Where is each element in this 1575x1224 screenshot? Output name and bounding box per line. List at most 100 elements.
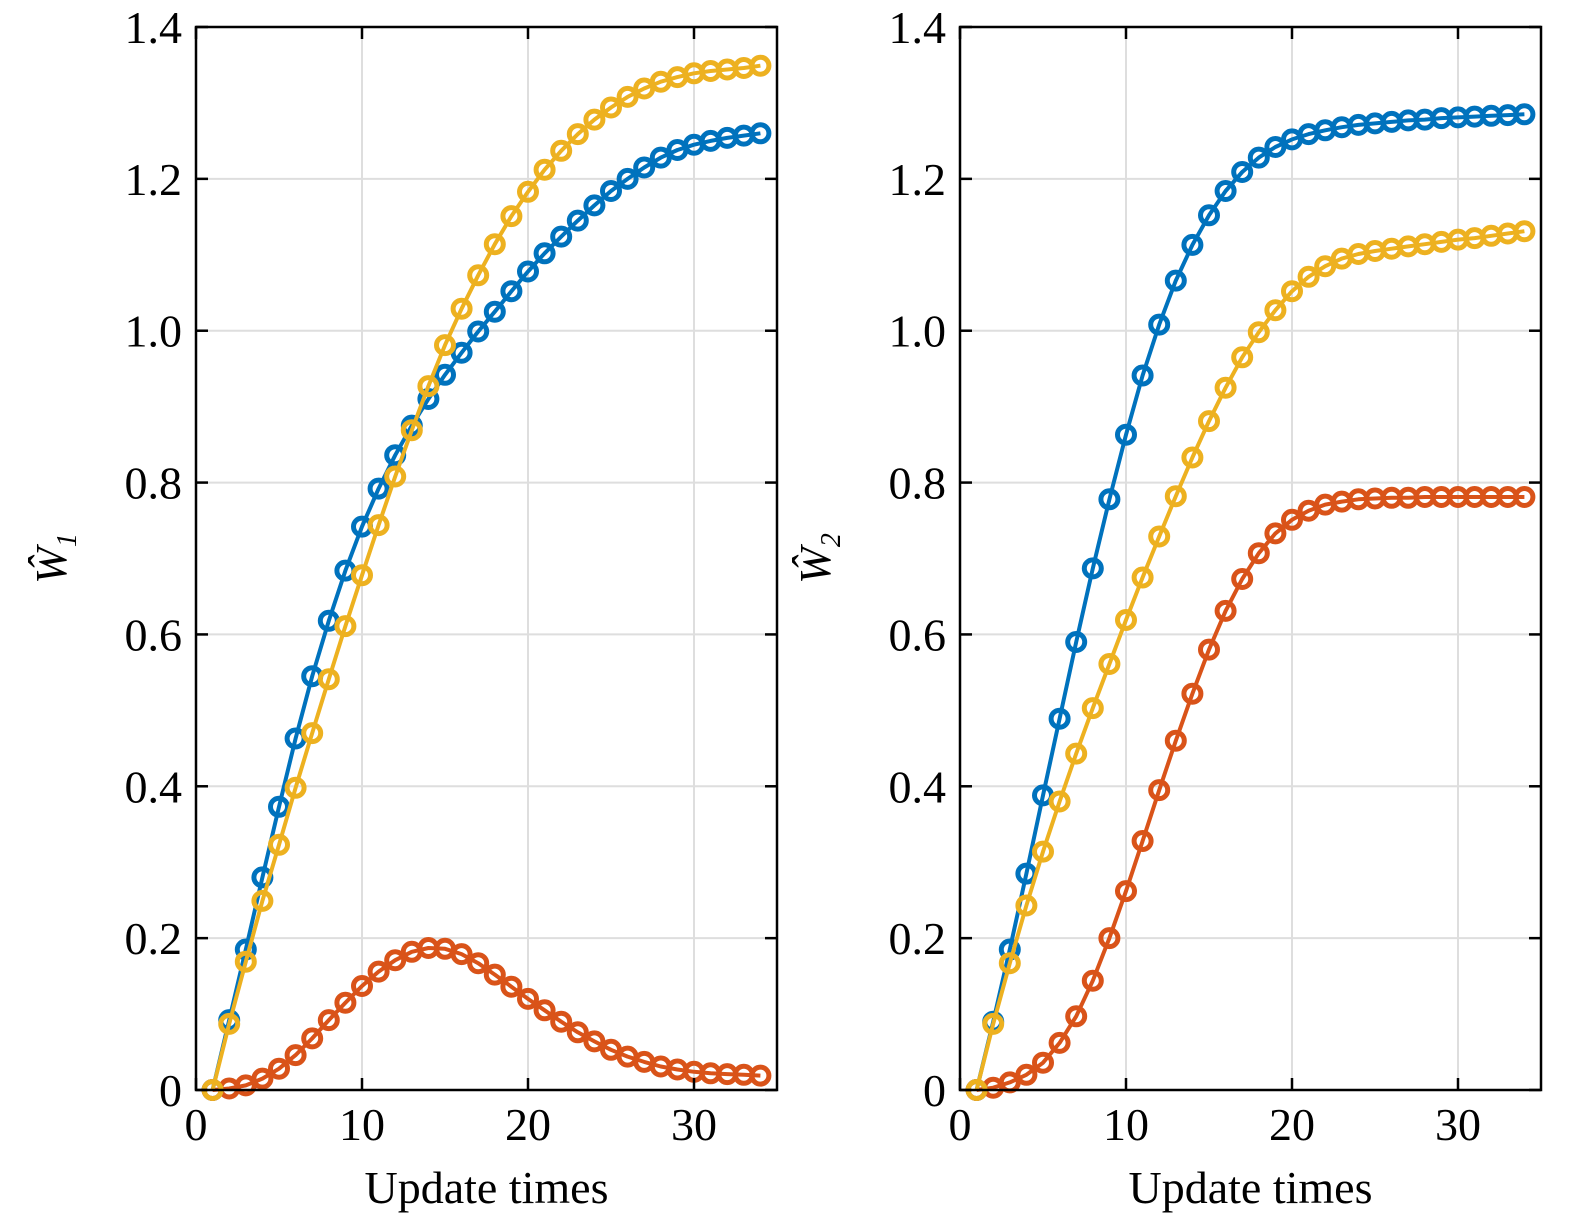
series-2-point [749,1064,772,1087]
series-2-point [1214,599,1237,622]
series-1-point [1247,146,1270,169]
series-2-point [268,1057,290,1080]
series-1-point [434,363,456,386]
series-3-point [550,139,573,162]
x-tick-label: 10 [1103,1099,1149,1150]
y-axis-label-subscript: 1 [52,533,83,547]
series-2-point [1181,682,1204,705]
series-2-point [583,1030,606,1053]
series-2-point [1081,969,1104,992]
series-2-point [1281,508,1303,531]
series-2-point [1048,1031,1071,1054]
series-2-point [450,943,473,966]
series-2-point [284,1044,307,1067]
y-tick-label: 0.2 [889,913,947,964]
series-3-point [1314,255,1337,278]
y-tick-label: 1.0 [889,306,947,357]
y-tick-label: 1.0 [125,306,183,357]
series-1-point [1181,233,1204,256]
y-axis-label: Ŵ1 [27,533,83,584]
series-3-point [566,123,589,146]
series-1-point [1115,423,1137,446]
y-tick-label: 0.4 [889,761,947,812]
series-1-point [1164,269,1187,292]
series-2-point [1164,729,1187,752]
x-tick-label: 0 [185,1099,208,1150]
series-3-point [1513,220,1536,243]
series-3-point [1264,299,1287,322]
axes-box [958,25,1543,1092]
series-3-point [351,564,373,587]
series-3-point [284,776,307,799]
series-3-point [1098,653,1121,675]
series-1-point [550,225,573,248]
series-3-point [450,297,473,320]
left-plot-panel: 0 10 20 30 0 0.2 0.4 0.6 0.8 1.0 1.2 1.4 Update time… [27,2,779,1213]
series-3-point [483,233,506,256]
series-3-point [1148,525,1171,548]
series-3-point [1115,609,1137,631]
series-2-point [533,999,556,1022]
series-2-point [317,1009,340,1032]
series-3-point [268,833,290,856]
series-3-point [417,375,440,398]
series-3-point [1048,790,1071,813]
series-1-point [467,320,490,343]
series-3-point [301,722,324,745]
series-2-point [467,952,490,975]
series-3-point [982,1012,1005,1035]
y-tick-label: 1.4 [125,2,183,53]
series-1-point [566,209,589,232]
series-3-point [1164,485,1187,508]
y-axis-label-subscript: 2 [816,533,847,547]
series-2-point [384,949,407,972]
series-3-point [1065,742,1088,765]
series-3-point [1231,346,1254,369]
series-3-point [533,158,556,181]
series-1-point [1148,313,1171,336]
series-2-point [351,975,373,997]
series-2-point [1148,779,1171,802]
series-2-point [1198,638,1220,661]
y-axis-label-symbol: Ŵ [791,544,840,584]
series-2-point [1513,486,1536,508]
y-axis-label: Ŵ2 [791,533,847,584]
y-axis-label-symbol: Ŵ [27,544,76,584]
series-3-point [500,205,523,228]
series-2-point [517,987,539,1010]
series-2-point [1115,880,1137,903]
series-3-point [1247,321,1270,344]
series-1-point [633,156,656,179]
y-tick-label: 0.4 [125,761,183,812]
series-2-point [301,1027,324,1050]
series-2-point [566,1021,589,1044]
x-axis-label: Update times [1129,1162,1373,1213]
series-1-point [600,180,622,202]
series-3-point [517,180,539,203]
series-3-point [218,1012,241,1035]
series-3-point [749,54,772,77]
y-tick-label: 0 [923,1065,946,1116]
series-2-point [483,963,506,986]
x-tick-label: 10 [339,1099,385,1150]
axes-box [194,25,779,1092]
series-1-point [749,122,772,145]
series-3-point [251,889,274,912]
series-2-point [251,1067,274,1090]
x-tick-label: 30 [1435,1099,1481,1150]
y-tick-label: 0.2 [125,913,183,964]
series-3-point [400,419,423,442]
x-tick-label: 20 [505,1099,551,1150]
series-2-point [1098,927,1121,950]
series-3-point [1297,265,1320,288]
series-3-point [583,108,606,131]
series-3-point [1081,697,1104,720]
series-3-point [1015,894,1038,917]
series-3-point [434,334,456,357]
series-3-point [1214,376,1237,399]
y-tick-label: 1.4 [889,2,947,53]
y-tick-label: 0.6 [889,609,947,660]
x-tick-label: 20 [1269,1099,1315,1150]
x-tick-label: 0 [949,1099,972,1150]
series-1-point [1231,161,1254,183]
